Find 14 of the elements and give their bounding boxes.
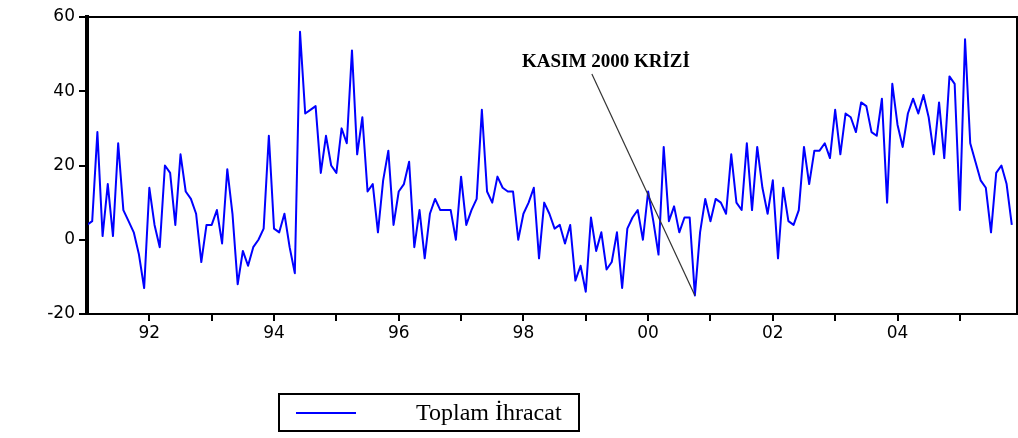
y-tick-label: 0	[64, 228, 75, 249]
x-tick-label: 92	[138, 321, 161, 342]
x-tick-label: 98	[512, 321, 535, 342]
x-tick-label: 96	[387, 321, 410, 342]
y-tick-label: 60	[53, 5, 75, 26]
x-tick-label: 00	[637, 321, 659, 342]
x-tick-label: 02	[761, 321, 784, 342]
y-tick-label: 40	[53, 79, 75, 100]
y-tick-label: -20	[47, 302, 75, 323]
x-tick-label: 04	[886, 321, 909, 342]
y-tick-label: 20	[53, 153, 75, 174]
annotation: KASIM 2000 KRİZİ	[522, 49, 690, 71]
x-tick-label: 94	[263, 321, 285, 342]
text: Toplam İhracat	[416, 399, 562, 426]
